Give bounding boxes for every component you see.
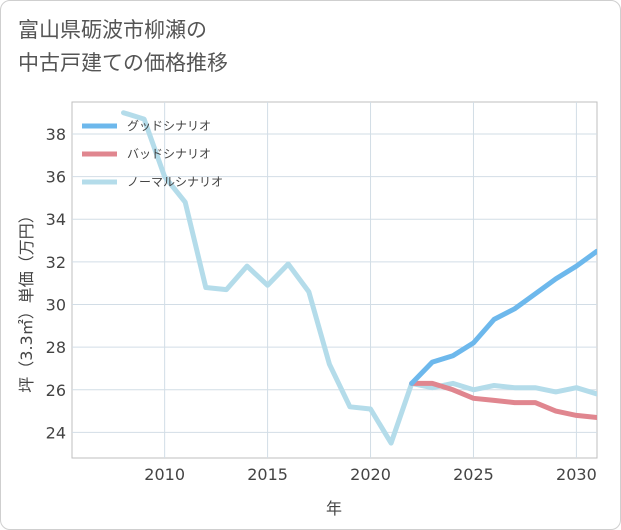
x-tick-label: 2015 <box>247 465 288 484</box>
chart-title: 富山県砺波市柳瀬の 中古戸建ての価格推移 <box>18 18 228 75</box>
tick-labels: 2010 2015 2020 2025 2030 24 26 28 30 32 34 36 38 <box>46 125 597 484</box>
x-tick-label: 2025 <box>453 465 494 484</box>
x-tick-label: 2030 <box>556 465 597 484</box>
series-line-normal <box>121 110 597 446</box>
series-line-good <box>409 248 597 386</box>
y-tick-label: 24 <box>46 423 66 442</box>
series-lines <box>121 110 597 446</box>
x-axis-title: 年 <box>326 499 342 518</box>
y-tick-label: 38 <box>46 125 66 144</box>
y-axis-title: 坪（3.3㎡）単価（万円） <box>17 207 36 392</box>
series-line-bad <box>409 380 597 420</box>
legend-label: バッドシナリオ <box>127 147 211 161</box>
y-tick-label: 28 <box>46 338 66 357</box>
y-tick-label: 36 <box>46 168 66 187</box>
x-tick-label: 2010 <box>144 465 185 484</box>
x-tick-label: 2020 <box>350 465 391 484</box>
legend-label: ノーマルシナリオ <box>127 175 223 189</box>
y-tick-label: 32 <box>46 253 66 272</box>
y-tick-label: 26 <box>46 381 66 400</box>
grid <box>72 102 597 458</box>
y-tick-label: 30 <box>46 296 66 315</box>
y-tick-label: 34 <box>46 210 66 229</box>
legend-label: グッドシナリオ <box>127 119 211 133</box>
